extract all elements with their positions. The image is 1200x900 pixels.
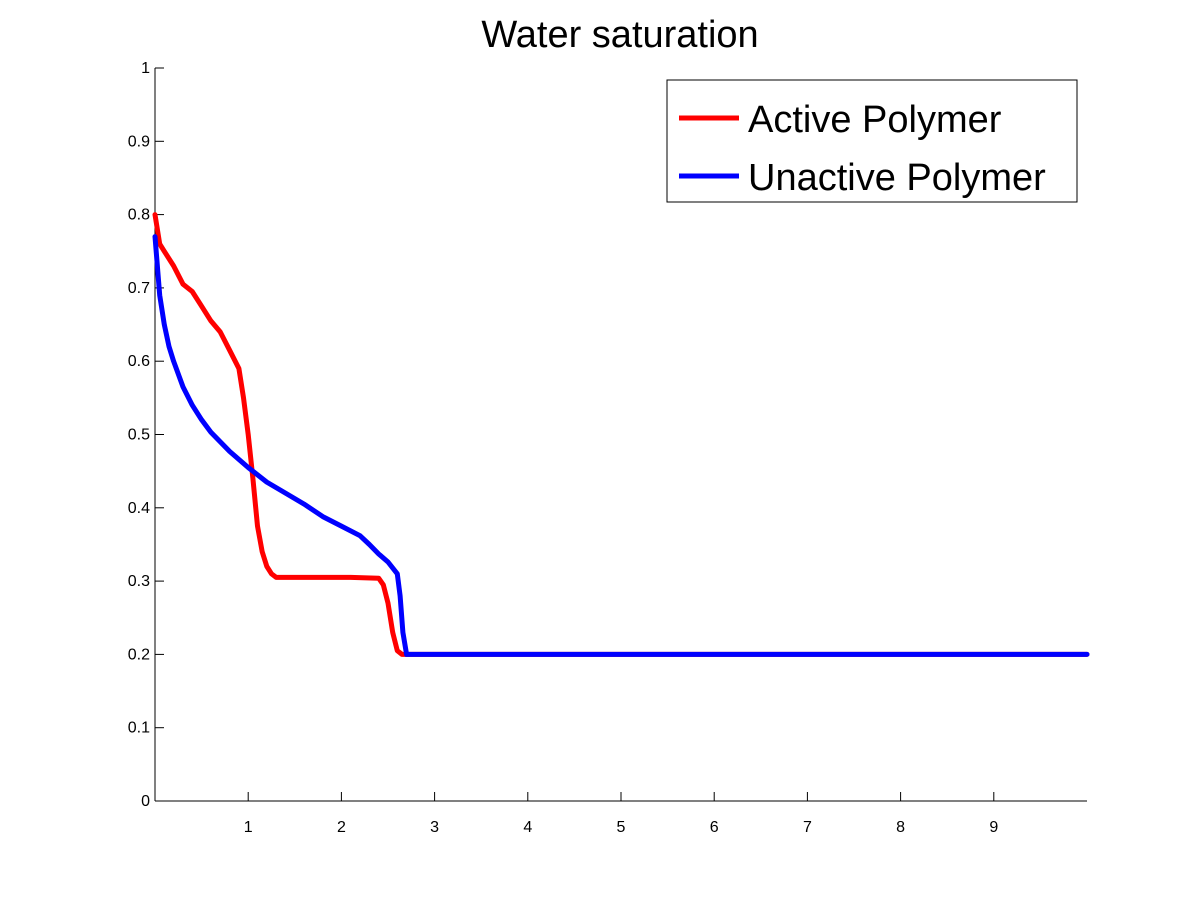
series-lines [152,212,1090,657]
x-tick-label: 4 [523,819,532,836]
y-tick-label: 0.9 [128,133,150,150]
y-tick-label: 0.2 [128,646,150,663]
chart-title: Water saturation [481,14,758,56]
x-tick-label: 2 [337,819,346,836]
y-tick-label: 0.6 [128,353,150,370]
legend: Active Polymer Unactive Polymer [666,79,1078,203]
series-line-unactive-polymer [152,234,1090,657]
x-tick-label: 1 [244,819,253,836]
x-tick-label: 3 [430,819,439,836]
y-tick-label: 0 [141,793,150,810]
legend-label: Unactive Polymer [748,157,1046,199]
y-tick-label: 1 [141,60,150,77]
series-line-active-polymer [152,212,1090,657]
y-tick-label: 0.4 [128,500,150,517]
legend-label: Active Polymer [748,99,1002,141]
x-tick-label: 8 [896,819,905,836]
x-tick-label: 6 [710,819,719,836]
y-tick-label: 0.7 [128,280,150,297]
y-tick-label: 0.8 [128,207,150,224]
x-tick-label: 5 [617,819,626,836]
legend-box [666,79,1078,203]
y-tick-label: 0.5 [128,427,150,444]
y-tick-label: 0.3 [128,573,150,590]
axes: 0 0.1 0.2 0.3 0.4 0.5 0.6 0.7 0.8 0.9 1 1 2 3 4 5 6 7 8 9 [128,60,1087,836]
x-tick-label: 9 [989,819,998,836]
x-tick-label: 7 [803,819,812,836]
y-tick-label: 0.1 [128,720,150,737]
